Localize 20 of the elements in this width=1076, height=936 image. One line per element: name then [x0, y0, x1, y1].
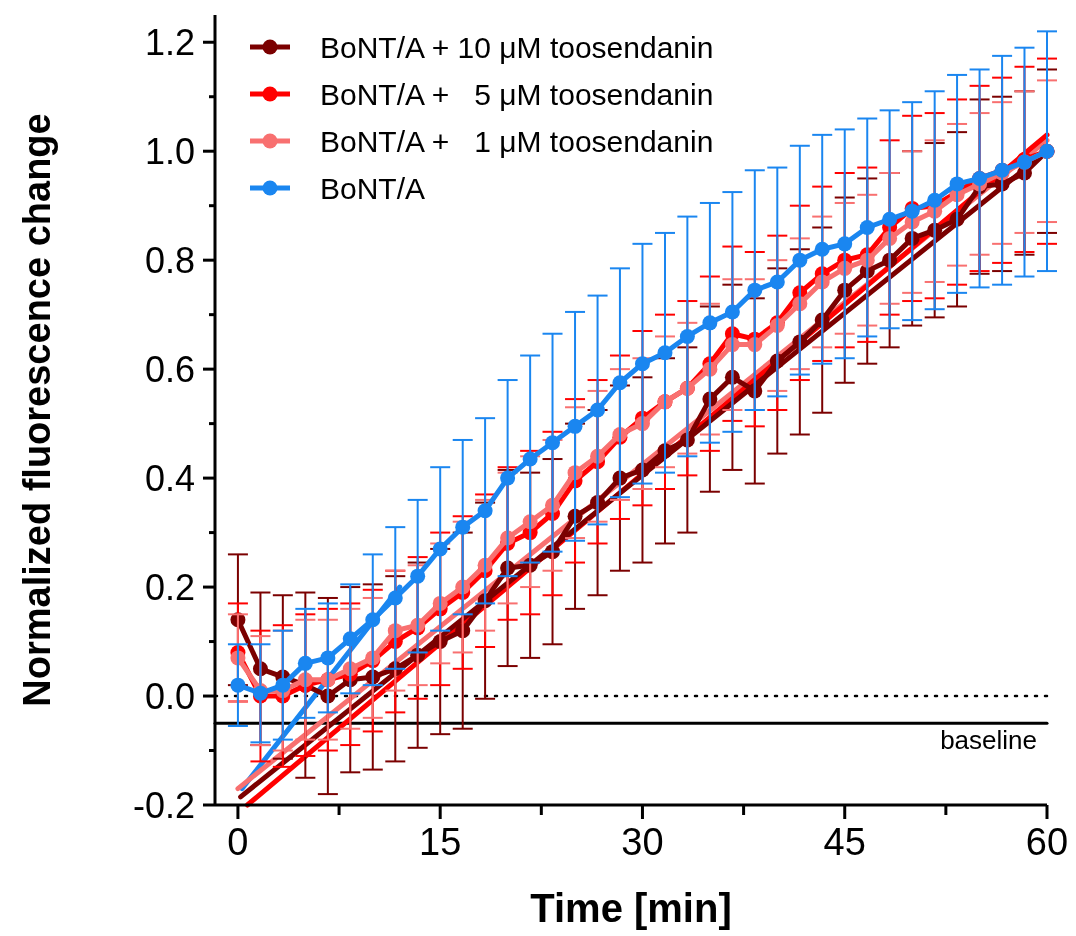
x-tick-label: 45 [823, 821, 866, 863]
y-tick-label: 0.6 [144, 348, 195, 390]
y-tick-label: 0.4 [144, 457, 195, 499]
legend-label: BoNT/A + 5 μM toosendanin [320, 77, 714, 111]
x-tick-label: 15 [419, 821, 462, 863]
ref-line-label: baseline [940, 725, 1037, 756]
y-tick-label: 0.0 [144, 675, 195, 717]
legend-label: BoNT/A + 10 μM toosendanin [320, 30, 714, 64]
legend-label: BoNT/A [320, 171, 426, 205]
y-axis-title: Normalized fluorescence change [16, 113, 58, 707]
y-tick-label: -0.2 [132, 784, 195, 826]
y-tick-label: 0.2 [144, 566, 195, 608]
y-tick-label: 1.0 [144, 130, 195, 172]
x-tick-label: 60 [1025, 821, 1069, 863]
y-tick-label: 1.2 [144, 21, 195, 63]
x-tick-label: 30 [621, 821, 664, 863]
y-tick-label: 0.8 [144, 239, 195, 281]
x-axis-title: Time [min] [530, 886, 732, 930]
legend-label: BoNT/A + 1 μM toosendanin [320, 124, 714, 158]
x-tick-label: 0 [227, 821, 249, 863]
